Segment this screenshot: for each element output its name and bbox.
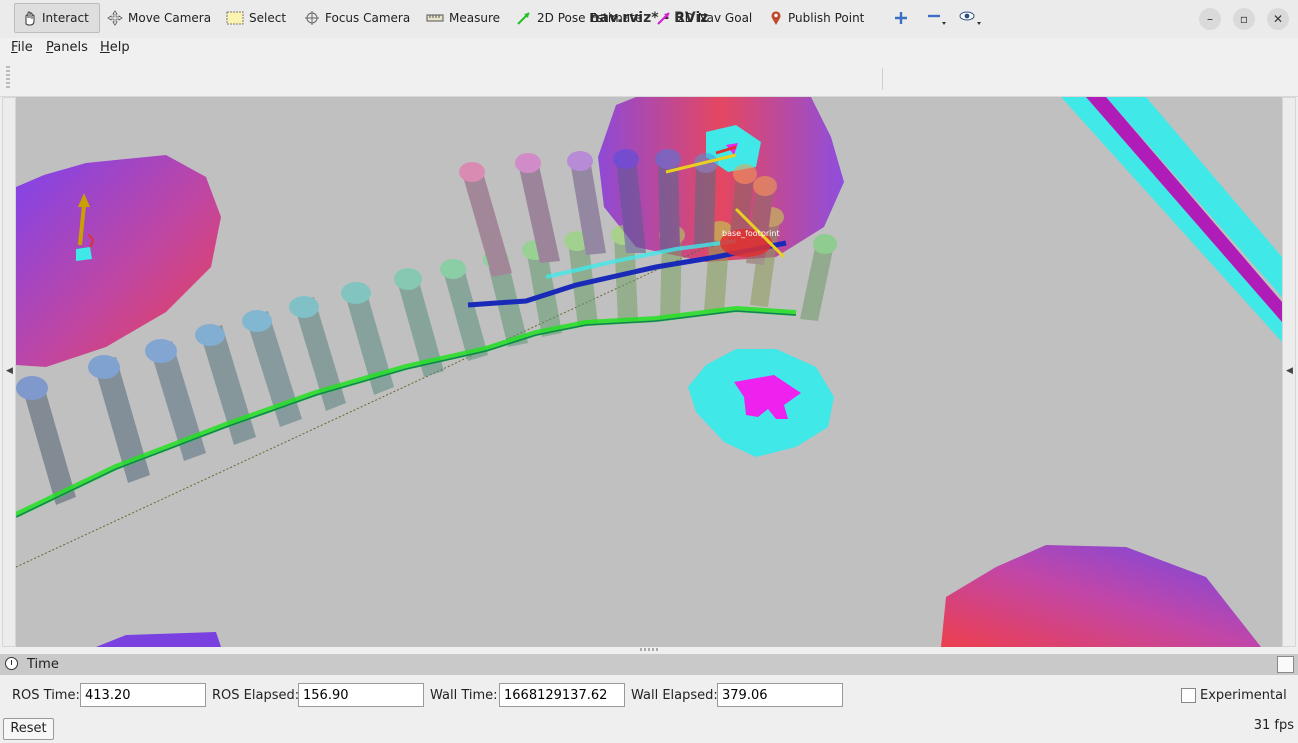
publish-point-tool-button[interactable]: Publish Point <box>763 3 870 33</box>
undock-panel-button[interactable] <box>1277 656 1294 673</box>
minus-icon <box>928 14 946 25</box>
tools-toolbar <box>0 60 1298 97</box>
move-camera-tool-button[interactable]: Move Camera <box>101 3 217 33</box>
map-pin-icon <box>771 11 781 25</box>
menu-help[interactable]: Help <box>100 40 130 55</box>
wall-time-label: Wall Time: <box>430 688 498 703</box>
eye-icon <box>959 11 981 25</box>
splitter-handle[interactable] <box>640 648 660 651</box>
hand-icon <box>25 11 35 26</box>
toolbar-separator <box>882 68 883 90</box>
interact-tool-button[interactable]: Interact <box>14 3 100 33</box>
experimental-label: Experimental <box>1200 688 1287 703</box>
tool-visibility-button[interactable] <box>953 3 994 33</box>
wall-elapsed-label: Wall Elapsed: <box>631 688 718 703</box>
right-dock-handle[interactable]: ◀ <box>1282 97 1296 647</box>
initial-pose-axis <box>78 193 94 248</box>
nav-goal-tool-button[interactable]: 2D Nav Goal <box>650 3 758 33</box>
robot-base-marker: base_footprint <box>665 145 786 259</box>
select-rectangle-icon <box>226 11 244 25</box>
time-panel-header: Time <box>0 654 1298 675</box>
minimize-icon[interactable]: – <box>1199 8 1221 30</box>
remove-tool-button[interactable] <box>921 3 958 33</box>
wall-elapsed-field[interactable] <box>717 683 843 707</box>
global-plan-path <box>16 305 797 518</box>
focus-camera-tool-button[interactable]: Focus Camera <box>298 3 416 33</box>
costmap-inflation-left <box>16 155 221 367</box>
magenta-arrow-icon <box>657 12 670 25</box>
collapse-right-icon: ◀ <box>1286 366 1293 376</box>
local-plan-path <box>467 240 787 308</box>
pose-estimate-tool-button[interactable]: 2D Pose Estimate <box>510 3 648 33</box>
ros-elapsed-label: ROS Elapsed: <box>212 688 300 703</box>
measure-tool-button[interactable]: Measure <box>420 3 506 33</box>
ruler-icon <box>426 14 444 22</box>
collapse-left-icon: ◀ <box>6 366 13 376</box>
ros-elapsed-field[interactable] <box>298 683 424 707</box>
restore-icon[interactable]: ▫ <box>1233 8 1255 30</box>
time-panel-title: Time <box>27 657 59 672</box>
reset-button[interactable]: Reset <box>3 718 54 740</box>
robot-frame-label: base_footprint <box>722 229 780 238</box>
move-arrows-icon <box>107 10 123 26</box>
left-dock-handle[interactable]: ◀ <box>2 97 16 647</box>
ros-time-label: ROS Time: <box>12 688 80 703</box>
costmap-inflation-bottom <box>96 545 1261 647</box>
crosshair-icon <box>305 11 319 25</box>
menu-bar: File Panels Help <box>0 38 1298 60</box>
close-icon[interactable]: ✕ <box>1267 8 1289 30</box>
render-3d-viewport[interactable]: base_footprint <box>16 97 1282 647</box>
select-tool-button[interactable]: Select <box>220 3 292 33</box>
lethal-obstacle-cyan <box>76 125 834 457</box>
green-arrow-icon <box>517 12 530 25</box>
fps-counter: 31 fps <box>1253 718 1294 733</box>
window-title: nav.rviz* - RViz <box>589 10 709 26</box>
menu-panels[interactable]: Panels <box>46 40 88 55</box>
plus-icon <box>895 12 907 24</box>
toolbar-grip[interactable] <box>6 66 10 90</box>
menu-file[interactable]: File <box>11 40 33 55</box>
wall-time-field[interactable] <box>499 683 625 707</box>
add-tool-button[interactable] <box>888 3 919 33</box>
wall-obstacle-stripe <box>1061 97 1282 342</box>
experimental-checkbox[interactable] <box>1181 688 1196 703</box>
ros-time-field[interactable] <box>80 683 206 707</box>
clock-icon <box>5 657 18 670</box>
